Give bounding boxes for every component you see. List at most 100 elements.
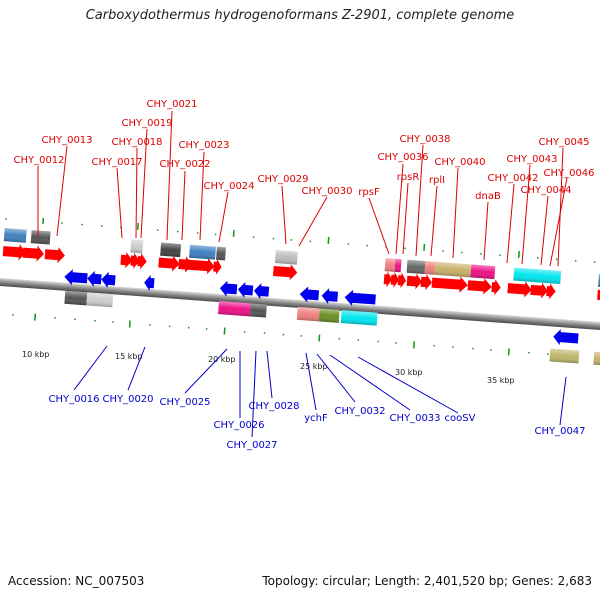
- bottom-labels: CHY_0016 CHY_0020 CHY_0025 CHY_0026 CHY_…: [48, 394, 585, 451]
- gene-label[interactable]: CHY_0046: [543, 168, 594, 179]
- gene-arrow: [546, 283, 556, 300]
- gene-arrow: [530, 282, 548, 299]
- gene-label[interactable]: CHY_0028: [248, 401, 299, 412]
- gene-label[interactable]: CHY_0020: [102, 394, 153, 405]
- gene-arrow: [431, 276, 468, 293]
- gene-arrow: [188, 258, 215, 275]
- gene-arrow: [22, 245, 44, 262]
- gene-arrow: [383, 271, 393, 288]
- gene-arrow: [299, 286, 320, 303]
- map-title: Carboxydothermus hydrogenoformans Z-2901…: [85, 8, 515, 23]
- gene-arrow: [397, 272, 406, 289]
- gene-label[interactable]: CHY_0044: [520, 185, 571, 196]
- forward-arrows: [2, 244, 600, 301]
- gene-label[interactable]: CHY_0025: [159, 397, 210, 408]
- gene-arrow: [137, 253, 147, 270]
- gene-block: [296, 306, 320, 322]
- gene-label[interactable]: CHY_0026: [213, 420, 264, 431]
- gene-block: [406, 259, 426, 275]
- gene-label[interactable]: CHY_0016: [48, 394, 99, 405]
- gene-block: [160, 242, 182, 258]
- gene-arrow: [344, 289, 376, 306]
- bottom-leader-lines: [73, 345, 567, 438]
- gene-arrow: [158, 255, 180, 272]
- gene-label[interactable]: rpsF: [358, 187, 380, 198]
- gene-block: [470, 264, 496, 280]
- gene-arrow: [272, 264, 298, 281]
- gene-label[interactable]: rpsR: [397, 172, 420, 183]
- gene-label[interactable]: CHY_0030: [301, 186, 352, 197]
- gene-arrow: [120, 252, 133, 269]
- gene-label[interactable]: CHY_0042: [487, 173, 538, 184]
- gene-arrow: [553, 329, 579, 346]
- gene-arrow: [144, 274, 155, 291]
- gene-arrow: [406, 273, 422, 290]
- top-leader-lines: [37, 110, 568, 267]
- gene-block: [394, 258, 402, 273]
- gene-arrow: [420, 274, 432, 291]
- gene-block: [424, 261, 436, 275]
- gene-label[interactable]: CHY_0019: [121, 118, 172, 129]
- gene-label[interactable]: CHY_0027: [226, 440, 277, 451]
- reverse-arrows: [64, 269, 579, 346]
- gene-block: [513, 267, 562, 285]
- gene-block: [434, 261, 472, 278]
- gene-arrow: [101, 271, 116, 288]
- gene-arrow: [390, 271, 400, 288]
- scale-label: 15 kbp: [115, 352, 143, 361]
- top-labels: CHY_0012 CHY_0013 CHY_0017 CHY_0018 CHY_…: [13, 99, 594, 202]
- gene-label[interactable]: CHY_0022: [159, 159, 210, 170]
- gene-label[interactable]: CHY_0012: [13, 155, 64, 166]
- gene-label[interactable]: CHY_0047: [534, 426, 585, 437]
- scale-label: 25 kbp: [300, 362, 328, 371]
- gene-arrow: [213, 258, 222, 275]
- gene-label[interactable]: CHY_0033: [389, 413, 440, 424]
- gene-label[interactable]: CHY_0023: [178, 140, 229, 151]
- gene-arrow: [219, 280, 238, 297]
- gene-block: [340, 310, 378, 326]
- gene-label[interactable]: CHY_0013: [41, 135, 92, 146]
- gene-label[interactable]: CHY_0018: [111, 137, 162, 148]
- gene-arrow: [253, 283, 270, 300]
- reverse-strand-genes: [64, 290, 600, 366]
- feature-track: [2, 217, 600, 366]
- gene-arrow: [491, 279, 501, 296]
- scale-label: 10 kbp: [22, 350, 50, 359]
- gene-label[interactable]: CHY_0032: [334, 406, 385, 417]
- gene-label[interactable]: ychF: [304, 413, 328, 424]
- gene-block: [549, 348, 580, 364]
- scale-label: 30 kbp: [395, 368, 423, 377]
- gene-label[interactable]: CHY_0017: [91, 157, 142, 168]
- gene-label[interactable]: CHY_0021: [146, 99, 197, 110]
- gene-label[interactable]: CHY_0029: [257, 174, 308, 185]
- gene-arrow: [64, 269, 88, 286]
- gene-label[interactable]: dnaB: [475, 191, 501, 202]
- gene-block: [216, 246, 226, 261]
- gene-block: [384, 258, 396, 272]
- gene-label[interactable]: cooSV: [445, 413, 476, 424]
- gene-label[interactable]: CHY_0040: [434, 157, 485, 168]
- gene-block: [30, 230, 51, 245]
- gene-label[interactable]: CHY_0024: [203, 181, 254, 192]
- gene-arrow: [507, 281, 532, 298]
- gene-block: [64, 290, 88, 306]
- gene-label[interactable]: CHY_0043: [506, 154, 557, 165]
- scale-labels: 10 kbp 15 kbp 20 kbp 25 kbp 30 kbp 35 kb…: [22, 350, 515, 385]
- scale-label: 20 kbp: [208, 355, 236, 364]
- gene-block: [130, 239, 144, 254]
- gene-block: [249, 303, 267, 318]
- gene-label[interactable]: CHY_0038: [399, 134, 450, 145]
- gene-block: [274, 250, 298, 265]
- gene-label[interactable]: rplI: [429, 175, 445, 186]
- gene-label[interactable]: CHY_0045: [538, 137, 589, 148]
- gene-block: [86, 292, 114, 308]
- gene-arrow: [44, 247, 65, 264]
- forward-strand-genes: [3, 228, 600, 288]
- gene-block: [593, 351, 600, 366]
- gene-arrow: [87, 270, 102, 287]
- gene-block: [318, 308, 340, 323]
- gene-arrow: [130, 252, 140, 269]
- gene-label[interactable]: CHY_0036: [377, 152, 428, 163]
